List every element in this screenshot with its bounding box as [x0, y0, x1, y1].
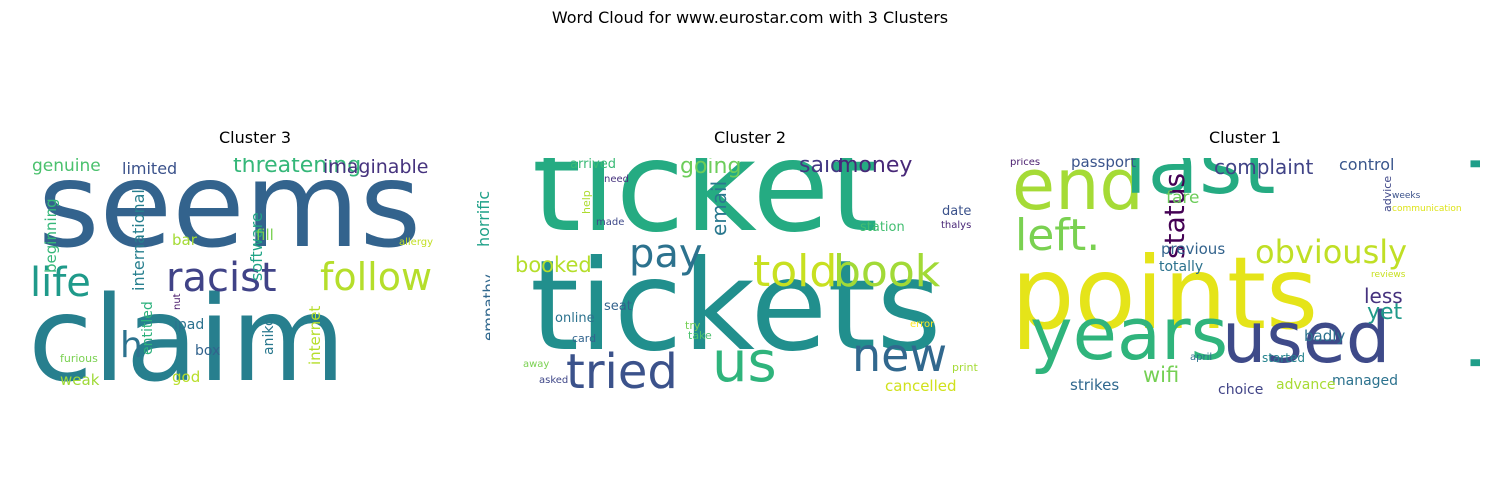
word-managed: managed	[1332, 373, 1399, 389]
word-choice: choice	[1218, 382, 1264, 398]
word-tried: tried	[566, 344, 678, 398]
word-print: print	[952, 361, 978, 374]
word-international: international	[129, 189, 148, 291]
word-h: h	[120, 325, 143, 366]
word-seat: seat	[604, 299, 632, 314]
word-cloud: ticket tickets told book us tried pay new booked…	[515, 158, 985, 398]
word-years: years	[1030, 292, 1229, 376]
word-made: made	[596, 217, 625, 228]
word-error: error	[910, 319, 935, 330]
cluster-panel: Cluster 1 end last board points years used lef…	[1010, 128, 1480, 398]
word-take: take	[688, 329, 712, 342]
word-board: board	[1457, 158, 1480, 373]
word-april: april	[1190, 352, 1213, 363]
word-less: less	[1364, 284, 1403, 308]
word-allergy: allergy	[399, 237, 434, 248]
word-box: box	[195, 343, 221, 359]
word-help: help	[580, 190, 593, 214]
word-control: control	[1339, 158, 1395, 174]
word-thalys: thalys	[941, 220, 972, 231]
word-cloud: seems claim racist follow life h threatening im…	[20, 158, 490, 398]
word-try: try	[685, 319, 701, 332]
word-money: money	[837, 158, 913, 178]
word-end: end	[1012, 158, 1144, 226]
word-obviously: obviously	[1255, 233, 1408, 271]
word-wifi: wifi	[1143, 363, 1180, 387]
word-fare: fare	[1166, 188, 1200, 208]
word-beginning: beginning	[42, 198, 60, 273]
word-imaginable: imaginable	[323, 158, 429, 178]
word-prices: prices	[1010, 158, 1041, 168]
word-aniko: aniko	[261, 317, 277, 355]
word-need: need	[604, 174, 629, 185]
word-arrived: arrived	[570, 158, 616, 172]
word-used: used	[1222, 297, 1391, 379]
word-pay: pay	[629, 231, 703, 277]
word-strikes: strikes	[1070, 376, 1120, 394]
word-empathy: empathy	[480, 274, 490, 341]
word-fill: fill	[256, 226, 274, 244]
word-online: online	[555, 311, 595, 326]
word-god: god	[172, 368, 201, 386]
word-follow: follow	[320, 255, 433, 299]
word-tickets: tickets	[530, 234, 942, 379]
word-entitled: entitled	[140, 301, 156, 355]
word-passport: passport	[1071, 158, 1137, 171]
word-seems: seems	[38, 158, 422, 274]
word-nut: nut	[172, 293, 183, 310]
word-told: told	[753, 246, 838, 297]
cluster-title: Cluster 1	[1208, 128, 1282, 147]
word-said: said	[799, 158, 845, 178]
word-cancelled: cancelled	[885, 377, 957, 395]
word-yet: yet	[1367, 300, 1403, 325]
word-ticket: ticket	[532, 158, 879, 260]
word-going: going	[680, 158, 742, 179]
word-complaint: complaint	[1214, 158, 1314, 179]
word-badly: badly	[1304, 327, 1346, 345]
word-new: new	[852, 328, 948, 382]
word-reviews: reviews	[1371, 270, 1406, 280]
word-asked: asked	[539, 375, 569, 386]
word-cloud: end last board points years used left. status ob…	[1010, 158, 1480, 398]
word-points: points	[1011, 235, 1319, 352]
word-booked: booked	[515, 253, 592, 277]
word-claim: claim	[28, 270, 346, 398]
word-genuine: genuine	[32, 158, 101, 176]
word-last: last	[1124, 158, 1276, 213]
figure-title: Word Cloud for www.eurostar.com with 3 C…	[551, 8, 949, 27]
word-previous: previous	[1161, 240, 1226, 258]
word-threatening: threatening	[233, 158, 362, 178]
word-racist: racist	[166, 255, 277, 301]
word-away: away	[523, 359, 550, 370]
word-weeks: weeks	[1392, 191, 1421, 201]
cluster-title: Cluster 2	[713, 128, 787, 147]
word-date: date	[942, 204, 972, 219]
word-life: life	[30, 260, 91, 306]
word-ipad: ipad	[174, 317, 205, 333]
word-us: us	[712, 330, 777, 395]
word-bar: bar	[172, 231, 197, 249]
word-furious: furious	[60, 352, 98, 365]
word-internet: internet	[306, 305, 324, 365]
word-started: started	[1262, 351, 1305, 365]
word-station: station	[860, 220, 905, 235]
cluster-title: Cluster 3	[218, 128, 292, 147]
word-software: software	[247, 212, 266, 281]
word-limited: limited	[122, 159, 178, 178]
word-advance: advance	[1276, 377, 1336, 393]
word-card: card	[572, 332, 597, 345]
word-email: email	[707, 180, 731, 236]
word-totally: totally	[1159, 259, 1204, 275]
word-book: book	[833, 246, 941, 297]
word-left: left.	[1015, 210, 1101, 261]
word-communication: communication	[1392, 204, 1462, 214]
cluster-panel: Cluster 3 seems claim racist follow life h thr…	[20, 128, 490, 398]
cluster-panel: Cluster 2 ticket tickets told book us tried pa…	[515, 128, 985, 398]
word-weak: weak	[60, 371, 100, 389]
word-horrific: horrific	[474, 190, 490, 247]
